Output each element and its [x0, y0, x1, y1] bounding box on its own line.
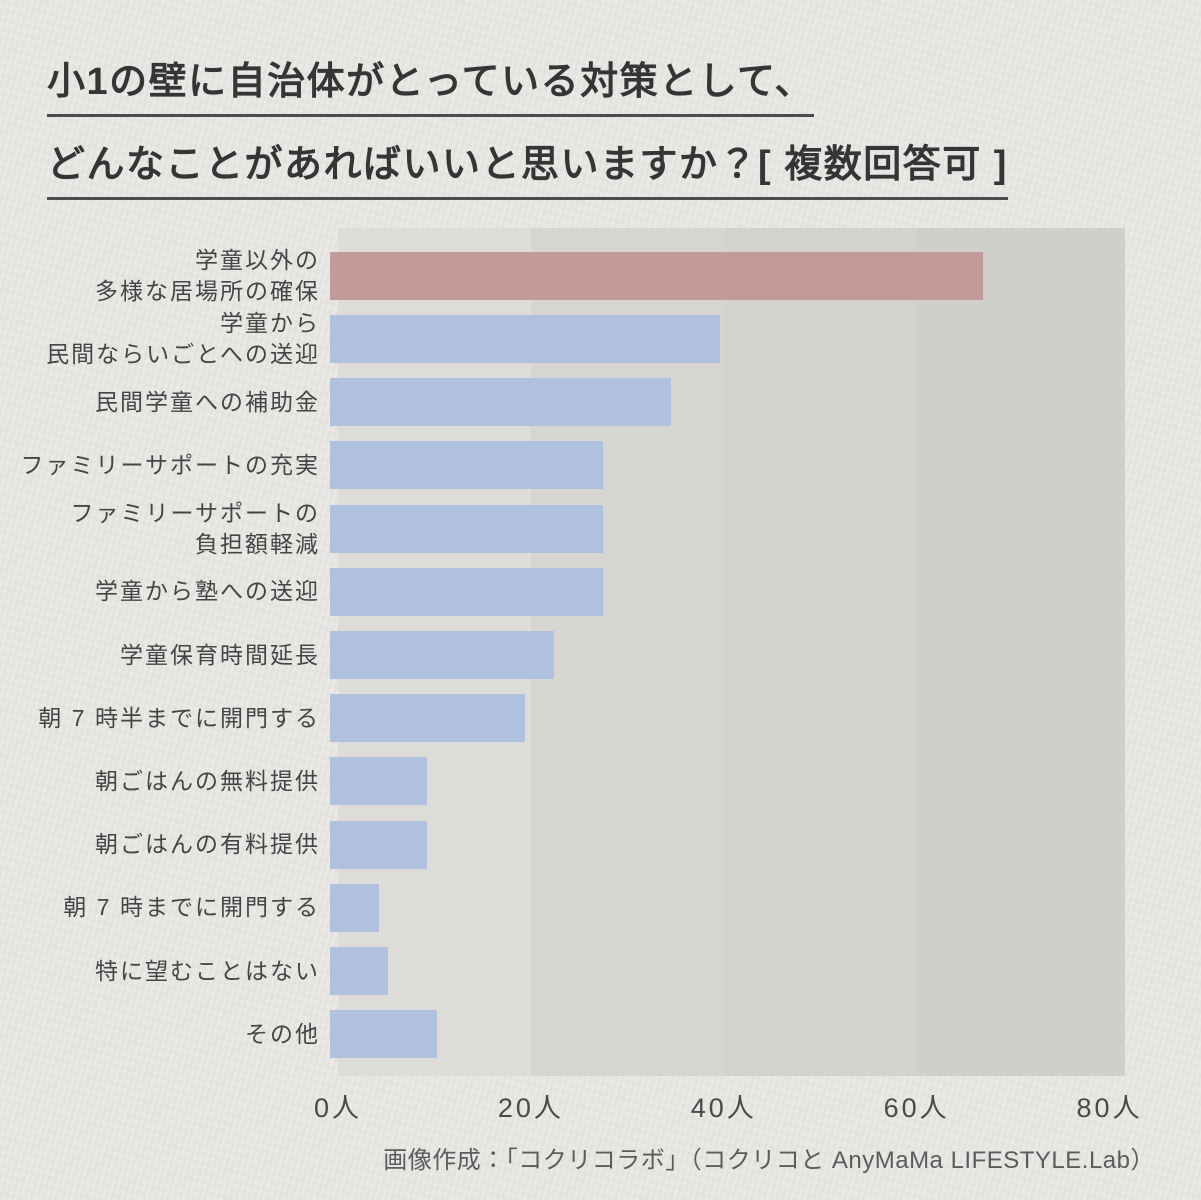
bar	[330, 820, 428, 869]
chart-row: ファミリーサポートの充実	[0, 434, 1125, 497]
credit-text: 画像作成：「コクリコラボ」（コクリコと AnyMaMa LIFESTYLE.La…	[383, 1147, 1155, 1174]
bar	[330, 694, 525, 743]
category-label: 学童以外の 多様な居場所の確保	[95, 246, 320, 304]
chart-row: 学童以外の 多様な居場所の確保	[0, 244, 1125, 307]
category-label: 学童保育時間延長	[120, 641, 320, 668]
bar	[330, 504, 603, 553]
x-tick-label: 40人	[690, 1093, 757, 1123]
bar	[330, 251, 983, 300]
chart-row: 朝ごはんの無料提供	[0, 750, 1125, 813]
bar-track	[330, 820, 1125, 869]
category-label: 朝 7 時までに開門する	[63, 894, 320, 921]
category-label: 民間学童への補助金	[95, 388, 320, 415]
bar-track	[330, 314, 1125, 363]
bar	[330, 567, 603, 616]
bar-track	[330, 631, 1125, 680]
bar	[330, 1010, 438, 1059]
bar	[330, 947, 389, 996]
bar-track	[330, 883, 1125, 932]
x-tick-label: 60人	[883, 1093, 950, 1123]
bar	[330, 757, 428, 806]
category-label: 朝 7 時半までに開門する	[38, 704, 320, 731]
bar-track	[330, 504, 1125, 553]
x-axis: 0人 20人 40人 60人 80人	[314, 1086, 1140, 1126]
chart-row: 朝 7 時までに開門する	[0, 876, 1125, 939]
chart-row: 学童から 民間ならいごとへの送迎	[0, 307, 1125, 370]
bar-track	[330, 567, 1125, 616]
category-label: その他	[245, 1020, 320, 1047]
category-label: 朝ごはんの無料提供	[95, 767, 320, 794]
bar-track	[330, 441, 1125, 490]
category-label: 学童から 民間ならいごとへの送迎	[46, 309, 320, 367]
chart-row: 朝ごはんの有料提供	[0, 813, 1125, 876]
bar-track	[330, 947, 1125, 996]
bar-track	[330, 1010, 1125, 1059]
bar	[330, 314, 720, 363]
bar	[330, 631, 555, 680]
chart-title-line-1: 小1の壁に自治体がとっている対策として、	[47, 50, 815, 117]
category-label: 特に望むことはない	[95, 957, 320, 984]
bar-track	[330, 251, 1125, 300]
chart-row: 民間学童への補助金	[0, 370, 1125, 433]
category-label: ファミリーサポートの 負担額軽減	[70, 499, 320, 557]
x-tick-label: 80人	[1076, 1093, 1143, 1123]
category-label: 朝ごはんの有料提供	[95, 831, 320, 858]
chart-row: その他	[0, 1003, 1125, 1066]
chart-title-line-2: どんなことがあればいいと思いますか？[ 複数回答可 ]	[47, 133, 1008, 200]
x-tick-label: 0人	[313, 1093, 363, 1123]
bar-chart: 学童以外の 多様な居場所の確保 学童から 民間ならいごとへの送迎 民間学童への補…	[0, 228, 1125, 1076]
category-label: 学童から塾への送迎	[95, 578, 320, 605]
bar	[330, 883, 379, 932]
chart-row: 学童保育時間延長	[0, 623, 1125, 686]
bar-track	[330, 378, 1125, 427]
chart-row: 学童から塾への送迎	[0, 560, 1125, 623]
bar-track	[330, 757, 1125, 806]
bar	[330, 378, 671, 427]
category-label: ファミリーサポートの充実	[20, 451, 320, 478]
chart-row: 朝 7 時半までに開門する	[0, 687, 1125, 750]
bar-track	[330, 694, 1125, 743]
chart-title: 小1の壁に自治体がとっている対策として、 どんなことがあればいいと思いますか？[…	[47, 50, 1008, 216]
bar	[330, 441, 603, 490]
x-tick-label: 20人	[497, 1093, 564, 1123]
chart-row: 特に望むことはない	[0, 940, 1125, 1003]
chart-row: ファミリーサポートの 負担額軽減	[0, 497, 1125, 560]
